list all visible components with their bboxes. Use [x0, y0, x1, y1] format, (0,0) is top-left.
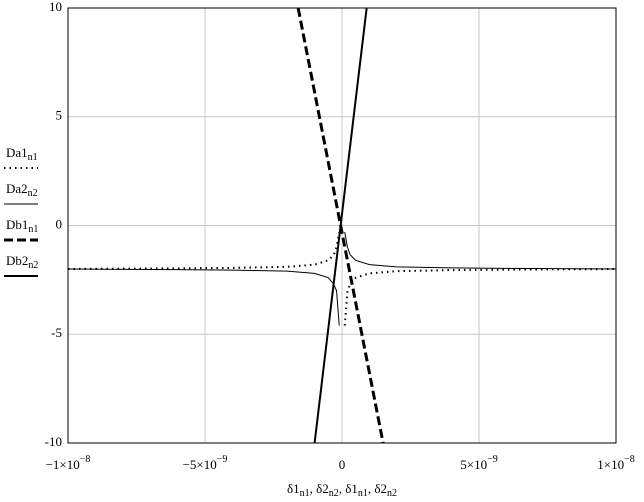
- series-line: [68, 231, 616, 326]
- y-tick-label: 5: [56, 108, 63, 123]
- x-tick-label: −5×10−9​: [183, 454, 228, 472]
- x-tick-label: 1×10−8​: [597, 454, 634, 472]
- x-tick-label: 5×10−9​: [460, 454, 497, 472]
- x-tick-label: 0: [339, 457, 346, 472]
- y-tick-label: -5: [51, 325, 62, 340]
- legend-label: Da2n2​: [6, 181, 38, 199]
- legend-label: Db1n1​: [6, 217, 38, 235]
- x-axis-label: δ1n1​, δ2n2​, δ1n1​, δ2n2​: [287, 481, 397, 499]
- legend-label: Db2n2​: [6, 253, 38, 271]
- y-tick-label: 10: [49, 0, 62, 14]
- y-tick-label: 0: [56, 216, 63, 231]
- x-tick-label: −1×10−8​: [46, 454, 91, 472]
- plot-frame: [67, 7, 617, 444]
- y-tick-label: -10: [45, 434, 62, 449]
- series-line: [68, 231, 616, 326]
- legend-label: Da1n1​: [6, 145, 38, 163]
- series-line: [313, 8, 368, 443]
